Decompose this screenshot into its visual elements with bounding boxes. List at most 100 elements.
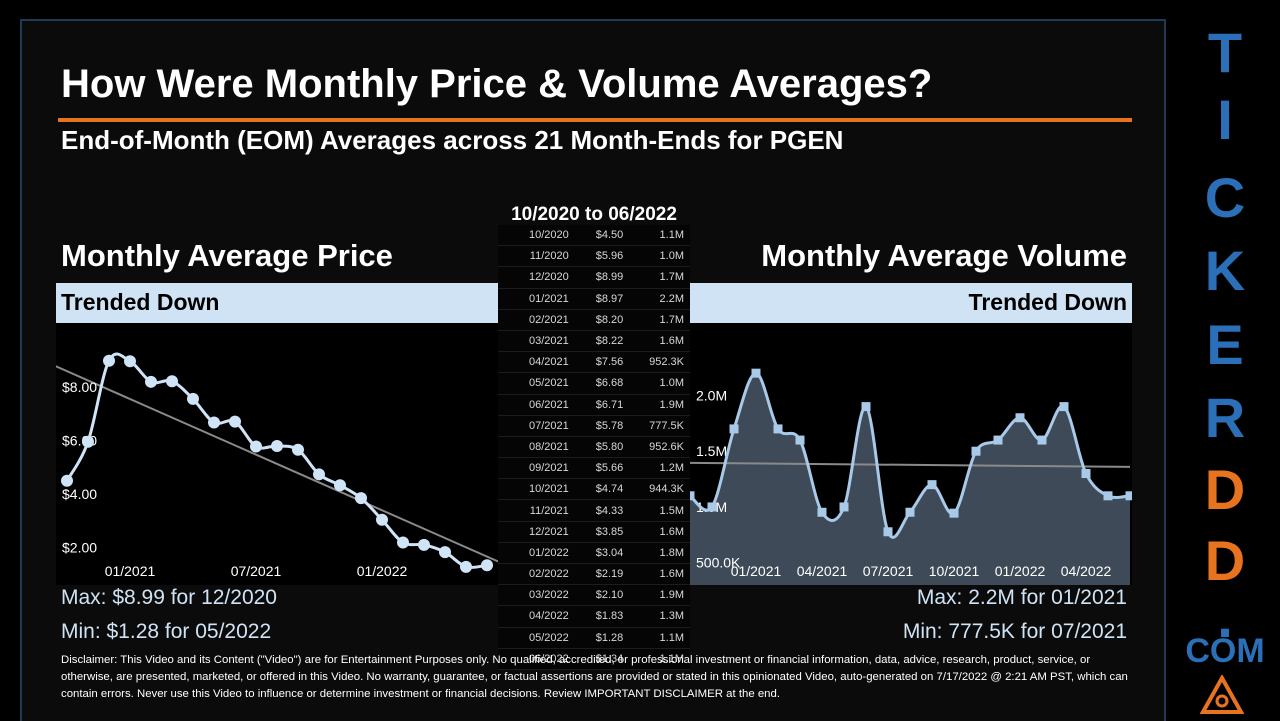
data-point <box>103 354 115 367</box>
data-point <box>1037 435 1047 445</box>
price-cell: $8.97 <box>568 288 624 310</box>
x-tick-label: 01/2022 <box>357 563 408 579</box>
month-cell: 02/2022 <box>498 563 569 586</box>
price-cell: $5.66 <box>568 457 624 480</box>
month-cell: 01/2021 <box>498 288 569 310</box>
data-point <box>229 415 241 428</box>
volume-cell: 944.3K <box>623 478 690 501</box>
data-point <box>1103 491 1113 501</box>
title-divider <box>58 118 1132 122</box>
table-row: 03/2021 $8.22 1.6M <box>498 330 690 353</box>
data-point <box>250 440 262 453</box>
table-row: 07/2021 $5.78 777.5K <box>498 415 690 437</box>
month-cell: 05/2021 <box>498 372 569 395</box>
month-cell: 06/2021 <box>498 394 569 416</box>
price-cell: $4.50 <box>568 225 624 247</box>
table-row: 10/2021 $4.74 944.3K <box>498 478 690 501</box>
x-tick-label: 01/2021 <box>731 563 782 579</box>
volume-cell: 777.5K <box>623 415 690 437</box>
brand-letter: K <box>1204 239 1246 302</box>
x-tick-label: 07/2021 <box>863 563 914 579</box>
data-point <box>334 479 346 492</box>
data-point <box>690 491 695 501</box>
month-cell: 03/2021 <box>498 330 569 353</box>
volume-cell: 1.6M <box>623 521 690 543</box>
volume-cell: 1.7M <box>623 309 690 331</box>
data-point <box>993 435 1003 445</box>
price-cell: $4.33 <box>568 499 624 522</box>
table-row: 11/2020 $5.96 1.0M <box>498 245 690 268</box>
price-min-stat: Min: $1.28 for 05/2022 <box>61 620 272 643</box>
y-tick-label: $4.00 <box>62 486 97 502</box>
price-cell: $6.71 <box>568 394 624 416</box>
volume-cell: 1.1M <box>623 225 690 247</box>
volume-cell: 1.6M <box>623 563 690 586</box>
volume-cell: 952.6K <box>623 436 690 459</box>
x-tick-label: 10/2021 <box>929 563 980 579</box>
brand-letter: T <box>1207 21 1243 84</box>
table-row: 02/2021 $8.20 1.7M <box>498 309 690 331</box>
data-point <box>861 402 871 412</box>
volume-cell: 952.3K <box>623 351 690 374</box>
data-point <box>971 446 981 456</box>
data-point <box>481 559 493 572</box>
volume-min-stat: Min: 777.5K for 07/2021 <box>902 620 1127 643</box>
price-cell: $1.34 <box>568 648 624 670</box>
table-row: 01/2021 $8.97 2.2M <box>498 288 690 310</box>
price-cell: $4.74 <box>568 478 624 501</box>
data-point <box>773 424 783 434</box>
y-tick-label: 500.0K <box>696 555 741 571</box>
month-cell: 07/2021 <box>498 415 569 437</box>
volume-cell: 1.5M <box>623 499 690 522</box>
table-row: 04/2021 $7.56 952.3K <box>498 351 690 374</box>
x-tick-label: 01/2021 <box>105 563 156 579</box>
month-cell: 12/2020 <box>498 266 569 289</box>
price-cell: $5.80 <box>568 436 624 459</box>
volume-cell: 2.2M <box>623 288 690 310</box>
brand-com: COM <box>1185 632 1265 670</box>
y-tick-label: 1.5M <box>696 443 727 459</box>
price-max-stat: Max: $8.99 for 12/2020 <box>61 586 277 609</box>
data-point <box>145 375 157 388</box>
month-cell: 01/2022 <box>498 542 569 565</box>
table-row: 06/2022 $1.34 1.1M <box>498 648 690 670</box>
brand-letter: D <box>1204 458 1246 521</box>
volume-cell: 1.9M <box>623 394 690 416</box>
monthly-data-table: 10/2020 $4.50 1.1M 11/2020 $5.96 1.0M 12/2020 $… <box>498 225 690 670</box>
table-row: 04/2022 $1.83 1.3M <box>498 605 690 628</box>
x-tick-label: 04/2022 <box>1061 563 1112 579</box>
month-cell: 04/2022 <box>498 605 569 628</box>
data-point <box>751 368 761 378</box>
price-cell: $2.10 <box>568 584 624 607</box>
data-point <box>82 435 94 448</box>
month-cell: 10/2021 <box>498 478 569 501</box>
data-point <box>376 513 388 526</box>
brand-logo-icon <box>1200 675 1244 714</box>
month-cell: 10/2020 <box>498 225 569 247</box>
table-row: 12/2020 $8.99 1.7M <box>498 266 690 289</box>
brand-letter: E <box>1206 313 1244 376</box>
table-row: 10/2020 $4.50 1.1M <box>498 225 690 247</box>
price-trend-banner: Trended Down <box>56 283 498 323</box>
brand-letter: R <box>1204 386 1246 449</box>
data-point <box>124 355 136 368</box>
table-row: 05/2022 $1.28 1.1M <box>498 627 690 649</box>
data-point <box>439 546 451 559</box>
volume-cell: 1.3M <box>623 605 690 628</box>
brand-letter: D <box>1204 529 1246 592</box>
data-point <box>166 375 178 388</box>
volume-trend-banner: Trended Down <box>690 283 1132 323</box>
volume-panel-title: Monthly Average Volume <box>761 238 1127 273</box>
data-point <box>418 538 430 551</box>
table-row: 11/2021 $4.33 1.5M <box>498 499 690 522</box>
volume-cell: 1.9M <box>623 584 690 607</box>
volume-area-chart: 500.0K1.0M1.5M2.0M01/202104/202107/20211… <box>690 323 1132 585</box>
data-point <box>187 392 199 405</box>
price-cell: $2.19 <box>568 563 624 586</box>
price-cell: $5.78 <box>568 415 624 437</box>
data-point <box>61 474 73 487</box>
data-point <box>355 492 367 505</box>
month-cell: 12/2021 <box>498 521 569 543</box>
